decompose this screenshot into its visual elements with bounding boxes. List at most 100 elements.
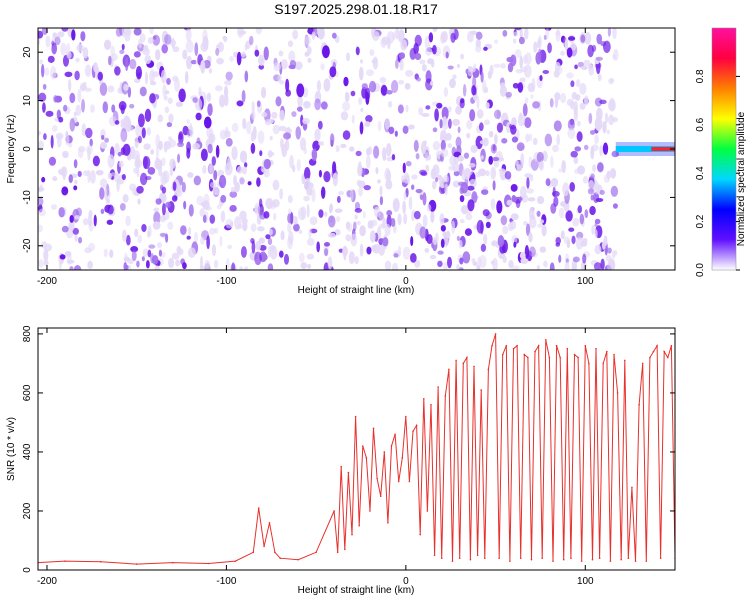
heatmap-cell <box>300 262 308 270</box>
heatmap-cell <box>547 42 552 54</box>
heatmap-cell <box>415 153 420 160</box>
heatmap-cell <box>511 235 518 244</box>
heatmap-cell <box>440 182 445 188</box>
heatmap-cell <box>316 241 321 253</box>
heatmap-cell <box>565 258 569 264</box>
heatmap-cell <box>403 191 407 201</box>
heatmap-cell <box>359 59 364 64</box>
heatmap-cell <box>114 120 120 125</box>
snr-data-point <box>663 350 666 353</box>
heatmap-cell <box>391 153 396 161</box>
heatmap-cell <box>285 89 292 97</box>
heatmap-cell <box>375 166 379 175</box>
heatmap-cell <box>150 149 154 155</box>
heatmap-cell <box>370 220 374 229</box>
heatmap-cell <box>176 245 182 255</box>
heatmap-cell <box>59 254 66 260</box>
heatmap-cell <box>158 140 164 151</box>
heatmap-cell <box>523 64 532 78</box>
heatmap-cell <box>367 146 373 155</box>
heatmap-cell <box>144 71 149 85</box>
heatmap-cell <box>425 164 430 173</box>
heatmap-cell <box>575 79 581 88</box>
heatmap-cell <box>284 139 290 151</box>
heatmap-cell <box>502 29 508 37</box>
snr-data-point <box>501 353 504 356</box>
snr-y-ticks: 0 200 400 600 800 <box>22 325 675 573</box>
heatmap-cell <box>255 240 262 251</box>
heatmap-cell <box>462 251 471 264</box>
heatmap-cell <box>467 185 475 191</box>
heatmap-cell <box>209 181 217 189</box>
heatmap-cell <box>153 207 160 213</box>
heatmap-cell <box>597 162 604 173</box>
heatmap-cell <box>132 188 137 195</box>
y-tick-label: 400 <box>22 443 33 460</box>
heatmap-cell <box>391 262 398 270</box>
heatmap-cell <box>545 178 551 186</box>
heatmap-cell <box>612 28 617 40</box>
heatmap-cell <box>539 246 547 253</box>
heatmap-cell <box>432 141 441 151</box>
heatmap-cell <box>527 197 536 202</box>
heatmap-cell <box>457 126 461 134</box>
heatmap-cell <box>271 111 278 119</box>
heatmap-cell <box>74 215 81 220</box>
heatmap-cell <box>420 140 427 155</box>
heatmap-cell <box>437 250 444 255</box>
heatmap-cell <box>414 34 422 47</box>
heatmap-cell <box>81 99 85 113</box>
heatmap-cell <box>511 136 519 143</box>
heatmap-cell <box>526 177 530 189</box>
heatmap-cell <box>80 82 86 92</box>
heatmap-cell <box>213 169 218 181</box>
snr-data-point <box>430 403 432 406</box>
heatmap-cell <box>229 205 237 212</box>
snr-data-point <box>638 403 640 406</box>
heatmap-cell <box>428 32 434 43</box>
heatmap-cell <box>186 235 191 240</box>
heatmap-cell <box>496 122 504 133</box>
heatmap-cell <box>240 51 247 58</box>
heatmap-cell <box>584 31 592 45</box>
heatmap-cell <box>171 252 180 260</box>
heatmap-cell <box>453 170 460 177</box>
heatmap-cell <box>207 103 213 116</box>
heatmap-cell <box>550 177 559 188</box>
heatmap-cell <box>119 49 125 55</box>
heatmap-cell <box>529 216 537 229</box>
heatmap-cell <box>265 234 271 240</box>
snr-data-point <box>552 560 554 562</box>
heatmap-cell <box>267 150 273 158</box>
snr-data-point <box>584 344 587 347</box>
heatmap-cell <box>528 206 535 220</box>
heatmap-cell <box>166 121 173 128</box>
heatmap-cell <box>460 205 469 215</box>
heatmap-cell <box>161 43 168 54</box>
heatmap-cell <box>186 119 190 125</box>
heatmap-cell <box>377 120 382 132</box>
heatmap-cell <box>558 254 562 264</box>
heatmap-cell <box>99 82 108 96</box>
heatmap-cell <box>377 179 381 184</box>
heatmap-cell <box>308 182 314 189</box>
heatmap-cell <box>402 246 411 260</box>
heatmap-cell <box>203 116 212 129</box>
snr-data-point <box>387 521 389 524</box>
heatmap-cell <box>379 195 384 206</box>
heatmap-cell <box>351 114 355 124</box>
heatmap-cell <box>238 30 247 35</box>
heatmap-cell <box>291 111 297 118</box>
heatmap-cell <box>554 92 561 101</box>
heatmap-cell <box>320 186 326 199</box>
snr-series <box>38 333 675 565</box>
heatmap-cell <box>181 181 186 193</box>
heatmap-cell <box>231 146 238 160</box>
heatmap-cell <box>261 86 267 99</box>
heatmap-cell <box>252 125 257 140</box>
snr-data-point <box>419 533 422 536</box>
heatmap-cell <box>537 48 542 58</box>
heatmap-cell <box>38 258 44 268</box>
heatmap-cell <box>77 148 84 159</box>
heatmap-cell <box>421 64 427 72</box>
